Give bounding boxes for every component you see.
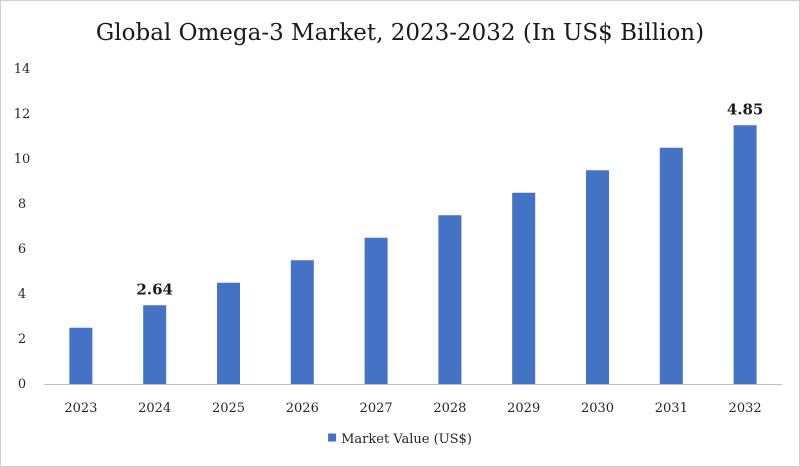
x-tick-label: 2032 [729, 401, 762, 416]
x-tick-label: 2026 [286, 401, 319, 416]
x-tick-label: 2024 [138, 401, 171, 416]
x-axis-ticks: 2023 2024 2025 2026 2027 2028 2029 2030 2031 2032 [64, 401, 761, 416]
y-tick-label: 2 [18, 332, 26, 347]
x-tick-label: 2030 [581, 401, 614, 416]
y-axis-ticks: 0 2 4 6 8 10 12 14 [14, 62, 31, 392]
bar-2028 [438, 215, 462, 384]
bar-2030 [586, 170, 609, 384]
x-tick-label: 2031 [655, 401, 688, 416]
data-label: 4.85 [727, 100, 764, 118]
bar-2023 [69, 327, 93, 384]
y-tick-label: 0 [18, 377, 26, 392]
y-tick-label: 8 [18, 197, 26, 212]
x-tick-label: 2027 [360, 401, 393, 416]
y-tick-label: 4 [18, 287, 26, 302]
y-tick-label: 10 [14, 152, 31, 167]
bar-2024 [143, 305, 167, 384]
legend-label: Market Value (US$) [341, 432, 472, 447]
x-tick-label: 2025 [212, 401, 245, 416]
y-tick-label: 14 [14, 62, 31, 77]
bars-group [69, 125, 757, 384]
legend: Market Value (US$) [328, 432, 472, 447]
chart-title: Global Omega-3 Market, 2023-2032 (In US$… [96, 20, 704, 46]
x-tick-label: 2028 [433, 401, 466, 416]
bar-2025 [217, 282, 240, 384]
bar-2031 [659, 147, 683, 384]
bar-2027 [364, 237, 388, 384]
data-labels-group: 2.64 4.85 [136, 100, 763, 298]
data-label: 2.64 [136, 280, 173, 298]
bar-2029 [512, 192, 536, 384]
y-tick-label: 12 [14, 107, 31, 122]
bar-2032 [733, 125, 757, 384]
bar-2026 [290, 260, 314, 384]
legend-marker [328, 433, 337, 442]
x-tick-label: 2023 [64, 401, 97, 416]
x-tick-label: 2029 [507, 401, 540, 416]
y-tick-label: 6 [18, 242, 26, 257]
